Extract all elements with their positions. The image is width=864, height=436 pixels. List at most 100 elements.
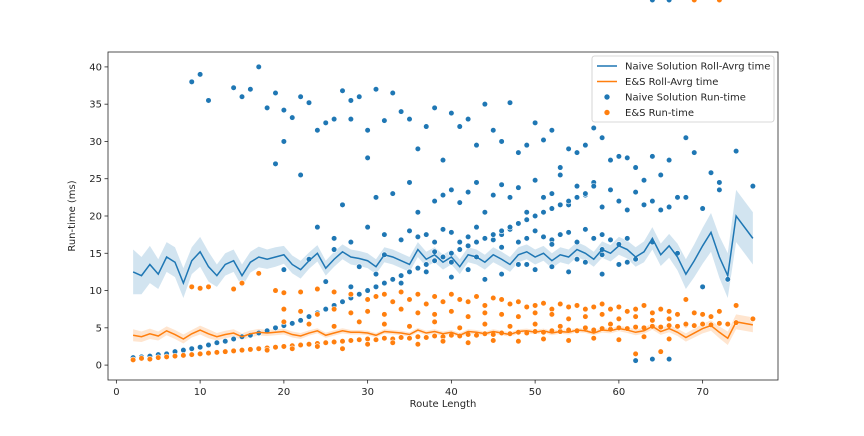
naive-run-time-point xyxy=(674,194,681,201)
es-run-time-point xyxy=(666,322,673,329)
naive-run-time-point xyxy=(297,317,304,324)
naive-run-time-point xyxy=(733,148,740,155)
naive-run-time-point xyxy=(289,114,296,121)
naive-run-time-point xyxy=(356,263,363,270)
naive-run-time-point xyxy=(490,127,497,134)
naive-run-time-point xyxy=(565,197,572,205)
es-run-time-point xyxy=(222,348,229,355)
legend-label: Naive Solution Run-time xyxy=(625,93,746,104)
es-run-time-point xyxy=(339,338,346,345)
naive-run-time-point xyxy=(389,89,396,97)
naive-run-time-point xyxy=(666,356,673,363)
naive-run-time-point xyxy=(707,169,715,176)
naive-run-time-point xyxy=(347,115,354,123)
naive-run-time-point xyxy=(448,186,455,194)
es-run-time-point xyxy=(716,0,723,4)
es-run-time-point xyxy=(615,315,622,322)
es-run-time-point xyxy=(666,308,673,315)
es-run-time-point xyxy=(289,345,296,352)
naive-run-time-point xyxy=(297,171,304,179)
es-run-time-point xyxy=(599,311,606,318)
es-run-time-point xyxy=(364,296,371,303)
y-tick-label: 40 xyxy=(89,62,102,73)
naive-run-time-point xyxy=(197,71,204,78)
es-run-time-point xyxy=(657,323,664,331)
naive-run-time-point xyxy=(490,236,497,243)
naive-run-time-point xyxy=(213,339,220,346)
es-run-time-point xyxy=(716,320,723,327)
naive-run-time-point xyxy=(398,272,405,279)
x-tick-label: 50 xyxy=(529,387,542,398)
naive-run-time-point xyxy=(398,108,405,115)
naive-run-time-point xyxy=(372,271,380,278)
naive-run-time-point xyxy=(565,145,572,153)
naive-run-time-point xyxy=(515,238,522,246)
es-run-time-point xyxy=(632,350,639,358)
es-run-time-point xyxy=(557,300,564,308)
naive-run-time-point xyxy=(481,209,488,216)
naive-run-time-point xyxy=(481,235,488,242)
naive-run-time-point xyxy=(682,194,689,201)
naive-run-time-point xyxy=(473,238,480,246)
naive-run-time-point xyxy=(590,183,597,190)
naive-run-time-point xyxy=(372,86,380,93)
naive-run-time-point xyxy=(322,278,329,285)
naive-run-time-point xyxy=(624,259,631,266)
naive-run-time-point xyxy=(657,206,664,214)
es-run-time-point xyxy=(699,311,706,318)
y-tick-label: 20 xyxy=(89,212,102,223)
naive-run-time-point xyxy=(389,190,396,197)
es-run-time-point xyxy=(305,320,313,328)
es-run-time-point xyxy=(615,336,622,343)
legend-box xyxy=(591,55,775,123)
es-run-time-point xyxy=(582,313,589,320)
naive-run-time-point xyxy=(205,341,212,349)
es-run-time-point xyxy=(682,320,689,328)
es-run-time-point xyxy=(238,347,246,354)
naive-run-time-point xyxy=(599,271,606,278)
es-run-time-point xyxy=(364,335,371,343)
naive-run-time-point xyxy=(414,233,421,240)
naive-run-time-point xyxy=(573,183,581,190)
naive-run-time-point xyxy=(347,283,354,290)
es-run-time-point xyxy=(322,339,329,346)
legend-dot-swatch xyxy=(603,109,611,116)
es-run-time-point xyxy=(255,270,262,277)
naive-run-time-point xyxy=(381,231,388,238)
naive-run-time-point xyxy=(498,138,505,145)
es-run-time-point xyxy=(347,309,354,317)
naive-run-time-point xyxy=(557,231,564,238)
naive-run-time-point xyxy=(431,104,438,112)
naive-run-time-point xyxy=(230,84,237,91)
es-run-time-point xyxy=(532,302,539,309)
naive-run-time-point xyxy=(490,231,497,238)
naive-run-time-point xyxy=(272,160,279,167)
es-run-time-point xyxy=(439,298,447,305)
naive-run-time-point xyxy=(506,194,514,201)
naive-run-time-point xyxy=(314,127,321,134)
naive-run-time-point xyxy=(448,229,455,236)
naive-run-time-point xyxy=(532,177,539,184)
naive-run-time-point xyxy=(573,238,581,246)
es-run-time-point xyxy=(590,335,597,342)
x-tick-label: 0 xyxy=(113,387,119,398)
es-run-time-point xyxy=(406,323,413,330)
es-run-time-point xyxy=(439,338,447,345)
es-run-time-point xyxy=(640,333,648,340)
es-run-time-point xyxy=(305,341,313,348)
naive-run-time-point xyxy=(414,209,421,216)
es-run-time-point xyxy=(431,293,438,300)
naive-run-time-point xyxy=(448,259,455,266)
naive-run-time-point xyxy=(381,117,388,124)
es-run-time-point xyxy=(573,302,581,309)
naive-run-time-point xyxy=(431,238,438,246)
es-run-time-point xyxy=(423,334,430,341)
es-run-time-point xyxy=(197,350,204,358)
x-tick-label: 10 xyxy=(194,387,207,398)
es-run-time-point xyxy=(657,348,664,355)
naive-run-time-point xyxy=(289,320,296,327)
naive-run-time-point xyxy=(599,203,606,211)
naive-run-time-point xyxy=(255,63,262,71)
